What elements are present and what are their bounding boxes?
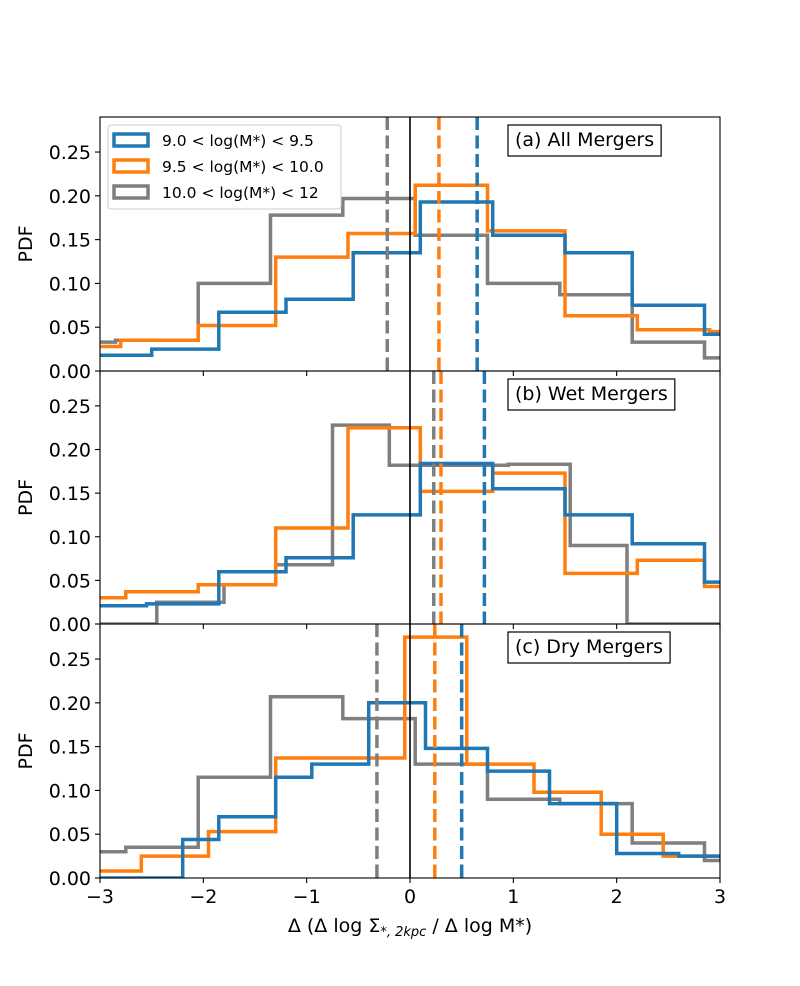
histogram-low-mass (100, 461, 720, 608)
legend-swatch (112, 184, 150, 200)
x-tick-label: −2 (189, 886, 217, 908)
legend-swatch (112, 158, 150, 174)
x-tick-label: −3 (86, 886, 114, 908)
x-tick-label: 1 (507, 886, 519, 908)
legend-entry: 9.5 < log(M*) < 10.0 (112, 158, 324, 176)
x-tick-label: 0 (404, 886, 416, 908)
histogram-low-mass (100, 701, 720, 878)
panel-title: (b) Wet Mergers (507, 378, 676, 411)
x-tick-label: 2 (611, 886, 623, 908)
panel-1: 0.00 0.05 0.10 0.15 0.20 0.25 PDF (a) All Merge… (15, 116, 721, 383)
panel-title-box (507, 378, 676, 411)
panel-title: (c) Dry Mergers (507, 631, 671, 664)
panel-plot-area (100, 117, 720, 371)
x-axis-labels: −3 −2 −1 0 1 2 3 (86, 886, 726, 908)
y-tick-label: 0.10 (49, 780, 91, 802)
y-tick-label: 0.15 (49, 483, 91, 505)
x-axis-title: Δ (Δ log Σ*, 2kpc / Δ log M*) (288, 915, 532, 940)
x-axis-title-main: Δ (Δ log Σ (288, 915, 381, 937)
y-tick-label: 0.10 (49, 273, 91, 295)
y-tick-label: 0.15 (49, 737, 91, 759)
legend-label: 9.5 < log(M*) < 10.0 (162, 158, 324, 176)
y-tick-label: 0.05 (49, 824, 91, 846)
y-tick-label: 0.05 (49, 317, 91, 339)
legend-entry: 10.0 < log(M*) < 12 (112, 184, 319, 202)
legend-entry: 9.0 < log(M*) < 9.5 (112, 132, 314, 150)
y-tick-label: 0.25 (49, 396, 91, 418)
y-tick-label: 0.25 (49, 142, 91, 164)
panel-title-box (507, 124, 662, 157)
y-tick-label: 0.00 (49, 868, 91, 890)
y-tick-label: 0.00 (49, 614, 91, 636)
panel-title-text: (b) Wet Mergers (515, 383, 668, 405)
panel-plot-area (100, 371, 720, 624)
y-axis-title: PDF (15, 479, 37, 516)
histogram-low-mass (100, 200, 720, 357)
panel-title: (a) All Mergers (507, 124, 662, 157)
histogram-mid-mass (100, 635, 720, 873)
panel-title-box (507, 631, 671, 664)
y-tick-label: 0.15 (49, 230, 91, 252)
histogram-mid-mass (100, 183, 720, 349)
legend-frame (107, 124, 342, 210)
histogram-mid-mass (100, 425, 720, 600)
panels: 0.00 0.05 0.10 0.15 0.20 0.25 PDF (a) All Merge… (15, 116, 721, 890)
legend-label: 10.0 < log(M*) < 12 (162, 184, 319, 202)
y-tick-label: 0.25 (49, 649, 91, 671)
x-tick-label: 3 (714, 886, 726, 908)
legend-swatch (112, 132, 150, 148)
x-tick-label: −1 (293, 886, 321, 908)
panel-plot-area (100, 624, 720, 878)
y-tick-label: 0.20 (49, 693, 91, 715)
y-axis-title: PDF (15, 732, 37, 769)
legend-label: 9.0 < log(M*) < 9.5 (162, 132, 314, 150)
histogram-high-mass (100, 694, 720, 863)
panel-title-text: (a) All Mergers (515, 129, 654, 151)
x-axis-title-subscript: *, 2kpc (380, 925, 426, 940)
y-tick-label: 0.20 (49, 440, 91, 462)
y-tick-label: 0.10 (49, 527, 91, 549)
legend: 9.0 < log(M*) < 9.5 9.5 < log(M*) < 10.0 1… (107, 124, 342, 210)
panel-title-text: (c) Dry Mergers (515, 636, 663, 658)
y-tick-label: 0.05 (49, 570, 91, 592)
panel-3: 0.00 0.05 0.10 0.15 0.20 0.25 PDF (c) Dry Merge… (15, 623, 721, 890)
x-axis-title-tail: / Δ log M*) (426, 915, 532, 937)
y-axis-title: PDF (15, 225, 37, 262)
y-tick-label: 0.20 (49, 186, 91, 208)
y-tick-label: 0.00 (49, 361, 91, 383)
panel-2: 0.00 0.05 0.10 0.15 0.20 0.25 PDF (b) Wet Merge… (15, 370, 721, 636)
